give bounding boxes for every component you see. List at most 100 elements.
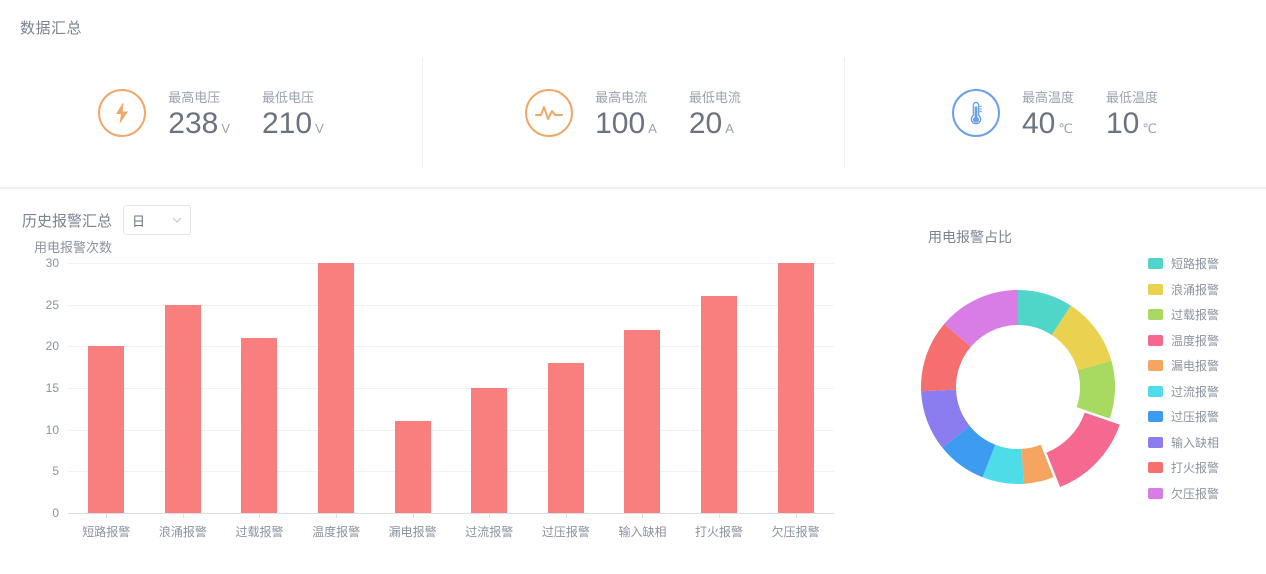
legend-item[interactable]: 温度报警 <box>1148 328 1266 354</box>
bar[interactable] <box>318 263 355 513</box>
pie-slice[interactable] <box>921 389 970 448</box>
bar-slot[interactable] <box>68 263 145 513</box>
bar-slot[interactable] <box>451 263 528 513</box>
pie-slice[interactable] <box>1021 444 1054 484</box>
legend-item[interactable]: 浪涌报警 <box>1148 277 1266 303</box>
legend-label: 过载报警 <box>1171 308 1220 323</box>
x-axis-tick-label: 过压报警 <box>541 525 590 539</box>
pie-slice[interactable] <box>944 290 1018 347</box>
bar-chart-axis-title: 用电报警次数 <box>34 240 113 255</box>
x-axis-tick-label: 欠压报警 <box>771 525 820 539</box>
pie-slice[interactable] <box>921 324 971 392</box>
bar[interactable] <box>777 263 814 513</box>
bar[interactable] <box>547 363 584 513</box>
bar-slot[interactable] <box>374 263 451 513</box>
y-axis-tick-label: 20 <box>45 339 59 354</box>
x-axis-tick-label: 过流报警 <box>465 525 514 539</box>
waveform-icon <box>525 89 574 137</box>
x-axis-tick-label: 过载报警 <box>235 525 284 539</box>
period-select[interactable]: 日 <box>123 205 192 235</box>
legend-color-swatch <box>1148 258 1163 270</box>
stat-group-current: 最高电流 100 A 最低电流 20 A <box>422 58 844 168</box>
pie-chart-legend: 短路报警 浪涌报警过载报警温度报警漏电报警过流报警过压报警输入缺相打火报警欠压报警 <box>1148 251 1266 506</box>
legend-color-swatch <box>1148 487 1163 499</box>
period-select-value: 日 <box>132 213 146 229</box>
legend-label: 欠压报警 <box>1171 486 1220 501</box>
stat-label: 最低温度 <box>1106 89 1159 105</box>
stat-value: 10 ℃ <box>1106 108 1158 140</box>
gridline: 15 <box>46 381 834 395</box>
bar-slot[interactable] <box>298 263 375 513</box>
stat-number: 10 <box>1106 106 1140 140</box>
history-title: 历史报警汇总 <box>22 212 113 230</box>
legend-label: 漏电报警 <box>1171 359 1220 374</box>
stat-unit: ℃ <box>1142 120 1157 136</box>
lightning-bolt-icon <box>98 89 147 137</box>
x-axis-tick-label: 短路报警 <box>82 525 131 539</box>
bar-slot[interactable] <box>145 263 222 513</box>
stat-label: 最低电压 <box>262 89 315 105</box>
stat-label: 最高电流 <box>595 89 648 105</box>
legend-item[interactable]: 欠压报警 <box>1148 481 1266 507</box>
history-header: 历史报警汇总 日 <box>22 205 192 235</box>
stat-item-min-current: 最低电流 20 A <box>689 87 741 140</box>
legend-label: 过压报警 <box>1171 410 1220 425</box>
doughnut-graphic[interactable] <box>898 267 1138 507</box>
pie-slice[interactable] <box>1018 290 1071 336</box>
legend-item[interactable]: 输入缺相 <box>1148 430 1266 456</box>
bar-chart-bars <box>68 263 834 513</box>
pie-chart-title: 用电报警占比 <box>928 229 1012 245</box>
stat-value: 40 ℃ <box>1022 108 1074 140</box>
stat-unit: V <box>221 120 230 136</box>
stat-item-max-current: 最高电流 100 A <box>595 87 657 140</box>
stat-unit: ℃ <box>1058 120 1073 136</box>
pie-slice[interactable] <box>1046 412 1120 488</box>
bar[interactable] <box>164 304 201 513</box>
stat-label: 最低电流 <box>688 89 741 105</box>
bar[interactable] <box>394 421 431 513</box>
bar[interactable] <box>241 338 278 513</box>
bar-slot[interactable] <box>528 263 605 513</box>
legend-item[interactable]: 打火报警 <box>1148 455 1266 481</box>
x-axis-tick-label: 输入缺相 <box>618 525 667 539</box>
bar-slot[interactable] <box>757 263 834 513</box>
legend-item[interactable]: 短路报警 <box>1148 251 1266 277</box>
legend-item[interactable]: 过载报警 <box>1148 302 1266 328</box>
bar[interactable] <box>88 346 125 513</box>
stat-unit: A <box>648 120 657 136</box>
bar-slot[interactable] <box>221 263 298 513</box>
stat-value: 20 A <box>689 108 741 140</box>
stat-group-temperature: 最高温度 40 ℃ 最低温度 10 ℃ <box>844 58 1266 168</box>
legend-label: 打火报警 <box>1171 461 1220 476</box>
bar-slot[interactable] <box>604 263 681 513</box>
x-axis-tick-label: 温度报警 <box>312 525 361 539</box>
legend-color-swatch <box>1148 436 1163 448</box>
stat-item-min-voltage: 最低电压 210 V <box>262 87 324 140</box>
y-axis-tick-label: 10 <box>45 422 59 437</box>
legend-color-swatch <box>1148 360 1163 372</box>
x-axis-tick: 打火报警 <box>681 513 758 543</box>
gridline: 10 <box>46 423 834 437</box>
pie-slice[interactable] <box>1076 360 1115 419</box>
stat-number: 210 <box>262 106 313 140</box>
x-axis-tick-label: 打火报警 <box>695 525 744 539</box>
stat-item-min-temperature: 最低温度 10 ℃ <box>1106 87 1158 140</box>
stat-number: 238 <box>168 106 219 140</box>
pie-slice[interactable] <box>982 444 1024 484</box>
bar[interactable] <box>471 388 508 513</box>
x-axis-tick: 短路报警 <box>68 513 145 543</box>
stat-item-max-temperature: 最高温度 40 ℃ <box>1022 87 1074 140</box>
bar-chart-x-axis: 短路报警 浪涌报警 过载报警 温度报警 漏电报警 过流报警 过压报警 输入缺相 打火报警 欠压报警 <box>68 513 834 543</box>
bar[interactable] <box>701 296 738 513</box>
legend-item[interactable]: 漏电报警 <box>1148 353 1266 379</box>
legend-item[interactable]: 过流报警 <box>1148 379 1266 405</box>
legend-item[interactable]: 过压报警 <box>1148 404 1266 430</box>
x-axis-tick: 输入缺相 <box>604 513 681 543</box>
pie-slice[interactable] <box>1051 305 1112 371</box>
data-summary-card: 数据汇总 最高电压 238 V 最低电压 210 V <box>0 0 1266 188</box>
legend-color-swatch <box>1148 411 1163 423</box>
pie-slice[interactable] <box>942 425 996 478</box>
bar[interactable] <box>624 329 661 513</box>
bar-slot[interactable] <box>681 263 758 513</box>
